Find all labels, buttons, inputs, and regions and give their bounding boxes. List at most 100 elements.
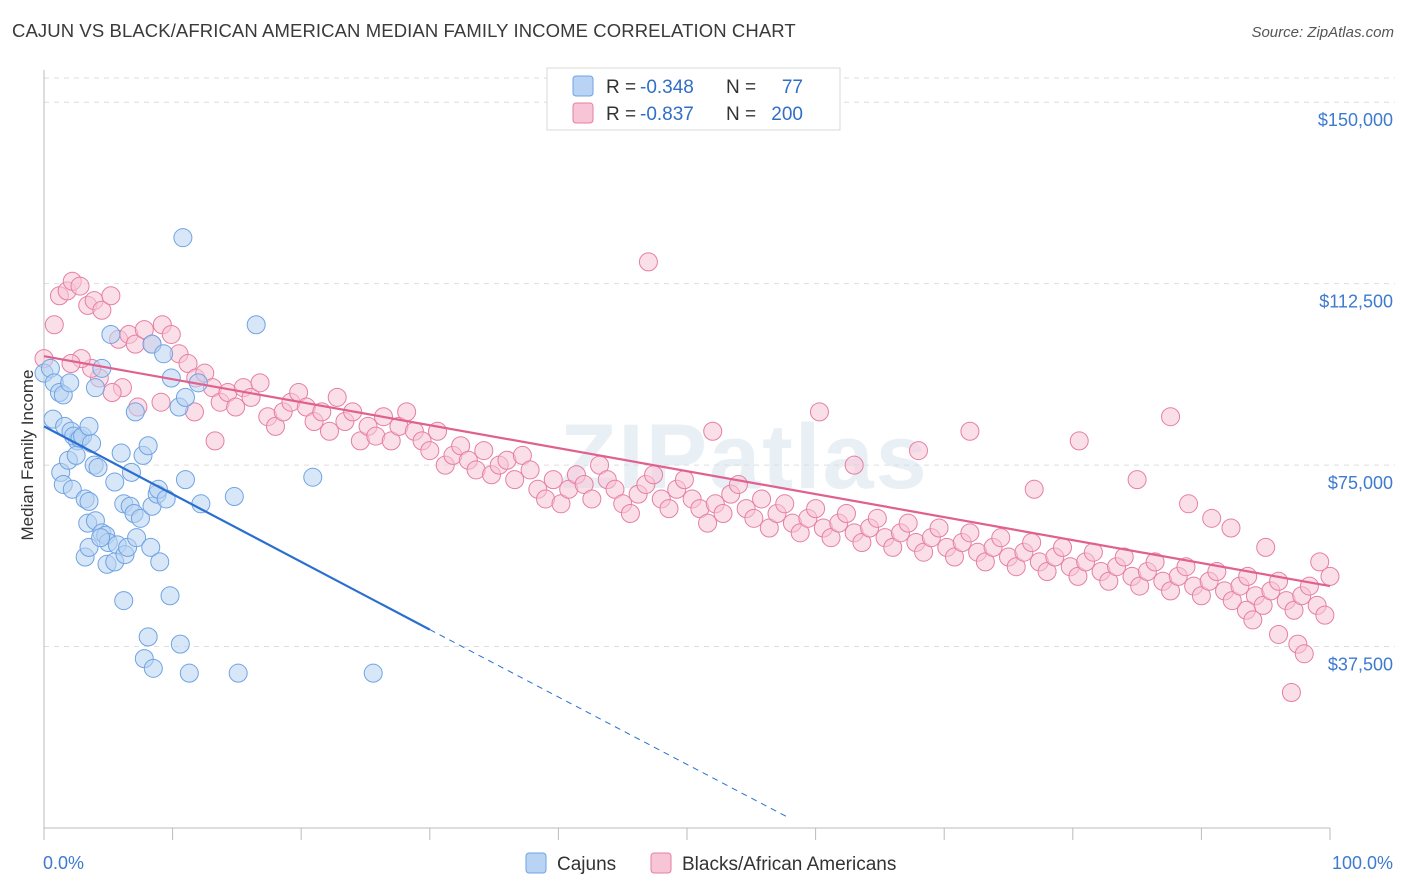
data-point-cajun (154, 344, 174, 364)
data-point-black (1243, 610, 1263, 630)
data-point-cajun (105, 472, 125, 492)
data-point-cajun (114, 591, 134, 611)
data-point-cajun (125, 402, 145, 422)
data-point-black (420, 441, 440, 461)
chart-title: CAJUN VS BLACK/AFRICAN AMERICAN MEDIAN F… (12, 20, 796, 41)
data-point-cajun (150, 552, 170, 572)
data-point-black (61, 353, 81, 373)
data-point-cajun (175, 387, 195, 407)
trend-line-cajun-extension (429, 629, 791, 819)
data-point-black (1294, 644, 1314, 664)
stats-black-r-value: -0.837 (640, 104, 694, 125)
data-point-black (1320, 566, 1340, 586)
data-point-black (250, 373, 270, 393)
data-point-cajun (79, 416, 99, 436)
data-point-black (151, 392, 171, 412)
data-point-black (1053, 537, 1073, 557)
data-point-cajun (141, 537, 161, 557)
data-point-black (898, 513, 918, 533)
data-point-cajun (62, 479, 82, 499)
data-point-cajun (101, 324, 121, 344)
data-point-black (1024, 479, 1044, 499)
data-point-cajun (228, 663, 248, 683)
data-point-black (101, 286, 121, 306)
stats-cajun-r-value: -0.348 (640, 77, 694, 98)
data-point-cajun (85, 378, 105, 398)
data-point-black (698, 513, 718, 533)
data-point-black (1145, 552, 1165, 572)
stats-black-n-value: 200 (771, 104, 803, 125)
data-point-cajun (160, 586, 180, 606)
data-point-cajun (82, 433, 102, 453)
data-point-black (638, 252, 658, 272)
data-point-black (644, 465, 664, 485)
legend: Cajuns Blacks/African Americans (525, 852, 896, 875)
data-point-black (1161, 407, 1181, 427)
trend-line-black (43, 355, 1331, 588)
legend-swatch-cajun (525, 852, 547, 874)
data-point-black (543, 470, 563, 490)
data-point-black (92, 300, 112, 320)
data-point-cajun (224, 487, 244, 507)
data-point-cajun (79, 491, 99, 511)
data-point-cajun (91, 528, 111, 548)
stats-black-r-label: R = (606, 104, 636, 125)
data-point-black (205, 431, 225, 451)
data-point-cajun (170, 634, 190, 654)
data-point-black (929, 518, 949, 538)
data-point-black (836, 503, 856, 523)
data-point-black (806, 499, 826, 519)
data-point-black (226, 397, 246, 417)
data-point-cajun (156, 489, 176, 509)
data-point-black (703, 421, 723, 441)
data-point-cajun (130, 508, 150, 528)
data-point-cajun (138, 436, 158, 456)
data-point-black (1256, 537, 1276, 557)
data-point-black (1281, 683, 1301, 703)
stats-swatch-cajun (572, 75, 594, 97)
series-black-points (34, 252, 1340, 703)
data-point-black (1069, 431, 1089, 451)
data-point-black (809, 402, 829, 422)
data-point-cajun (111, 443, 131, 463)
data-point-cajun (138, 627, 158, 647)
data-point-black (960, 421, 980, 441)
data-point-black (1022, 533, 1042, 553)
series-cajun-points (34, 228, 383, 683)
data-point-black (319, 421, 339, 441)
data-point-cajun (143, 658, 163, 678)
y-tick-label: $75,000 (1328, 473, 1393, 493)
y-tick-label: $112,500 (1319, 292, 1393, 312)
trend-lines (43, 355, 1331, 819)
legend-swatch-black (650, 852, 672, 874)
data-point-cajun (363, 663, 383, 683)
data-point-black (744, 508, 764, 528)
stats-black-n-label: N = (726, 104, 756, 125)
data-point-cajun (179, 663, 199, 683)
data-point-black (991, 528, 1011, 548)
y-tick-label: $37,500 (1328, 655, 1393, 675)
tick-labels: $37,500 $75,000 $112,500 $150,000 0.0% 100.0% (43, 110, 1393, 873)
data-point-black (1269, 624, 1289, 644)
data-point-cajun (246, 315, 266, 335)
data-point-black (867, 508, 887, 528)
data-point-black (1114, 547, 1134, 567)
axes (43, 70, 1331, 840)
data-point-cajun (60, 373, 80, 393)
stats-cajun-n-label: N = (726, 77, 756, 98)
data-point-black (844, 455, 864, 475)
data-point-black (1299, 576, 1319, 596)
data-point-cajun (173, 228, 193, 248)
data-point-black (1179, 494, 1199, 514)
data-point-black (620, 503, 640, 523)
data-point-cajun (127, 528, 147, 548)
data-point-black (908, 441, 928, 461)
data-point-black (1310, 552, 1330, 572)
stats-box-frame (546, 67, 841, 131)
data-point-cajun (88, 458, 108, 478)
y-tick-label: $150,000 (1318, 110, 1393, 130)
data-point-black (1315, 605, 1335, 625)
data-point-black (960, 523, 980, 543)
data-point-black (70, 276, 90, 296)
